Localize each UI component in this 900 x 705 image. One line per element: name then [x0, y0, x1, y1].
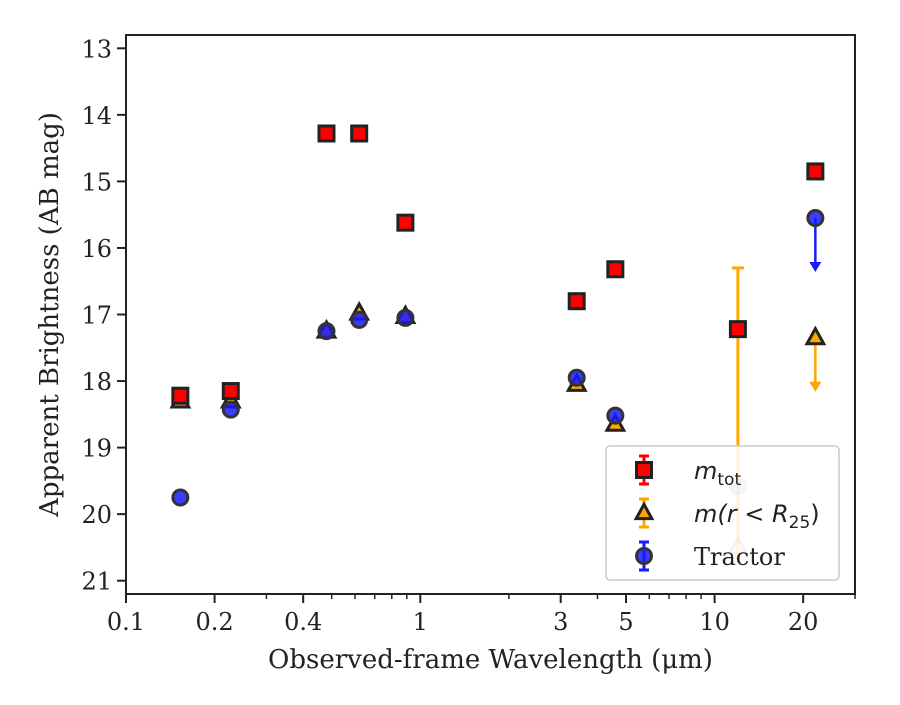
data-point	[350, 124, 369, 143]
data-point	[804, 325, 827, 346]
legend-label: mtot	[694, 457, 741, 490]
data-point	[350, 310, 369, 329]
legend-label-rest: )	[810, 500, 819, 528]
y-tick-label: 13	[81, 35, 112, 63]
chart-marks	[169, 124, 827, 563]
legend-label-main: Tractor	[694, 543, 785, 571]
legend-label-main: m	[694, 457, 717, 485]
x-axis-label: Observed-frame Wavelength (μm)	[268, 645, 713, 675]
data-point	[567, 292, 586, 311]
data-point	[728, 320, 747, 339]
series-square-group	[171, 124, 825, 405]
data-point	[221, 400, 240, 419]
data-point	[396, 213, 415, 232]
x-tick-label: 20	[788, 608, 819, 636]
data-point	[171, 386, 190, 405]
data-point	[221, 382, 240, 401]
chart-legend: mtot m(r < R25) Tractor	[605, 445, 840, 581]
x-tick-label: 0.2	[196, 608, 234, 636]
data-point	[806, 162, 825, 181]
data-point	[317, 124, 336, 143]
y-tick-label: 15	[81, 168, 112, 196]
legend-marker-square	[635, 461, 653, 479]
x-tick-label: 10	[699, 608, 730, 636]
x-tick-label: 3	[553, 608, 568, 636]
y-tick-label: 20	[81, 501, 112, 529]
y-tick-label: 16	[81, 235, 112, 263]
y-axis-label: Apparent Brightness (AB mag)	[35, 112, 65, 518]
y-tick-label: 21	[81, 568, 112, 596]
data-point	[806, 209, 825, 228]
data-point	[567, 368, 586, 387]
x-tick-label: 1	[413, 608, 428, 636]
data-point	[317, 322, 336, 341]
data-point	[171, 488, 190, 507]
y-tick-label: 14	[81, 102, 112, 130]
legend-frame	[605, 445, 840, 581]
legend-marker-triangle	[633, 501, 655, 521]
legend-label: Tractor	[694, 543, 785, 571]
y-tick-label: 19	[81, 435, 112, 463]
legend-label-sub: 25	[789, 513, 811, 533]
legend-label: m(r < R25)	[694, 500, 820, 533]
upper-limit-arrow	[809, 381, 822, 392]
x-tick-label: 0.1	[107, 608, 145, 636]
upper-limit-arrow	[809, 262, 822, 273]
y-tick-label: 18	[81, 368, 112, 396]
x-tick-label: 0.4	[284, 608, 322, 636]
legend-marker-circle	[635, 547, 653, 565]
legend-label-sub: tot	[717, 470, 741, 490]
x-tick-label: 5	[618, 608, 633, 636]
legend-label-main: m(r < R	[694, 500, 789, 528]
data-point	[606, 406, 625, 425]
y-tick-label: 17	[81, 302, 112, 330]
data-point	[396, 308, 415, 327]
data-point	[606, 260, 625, 279]
